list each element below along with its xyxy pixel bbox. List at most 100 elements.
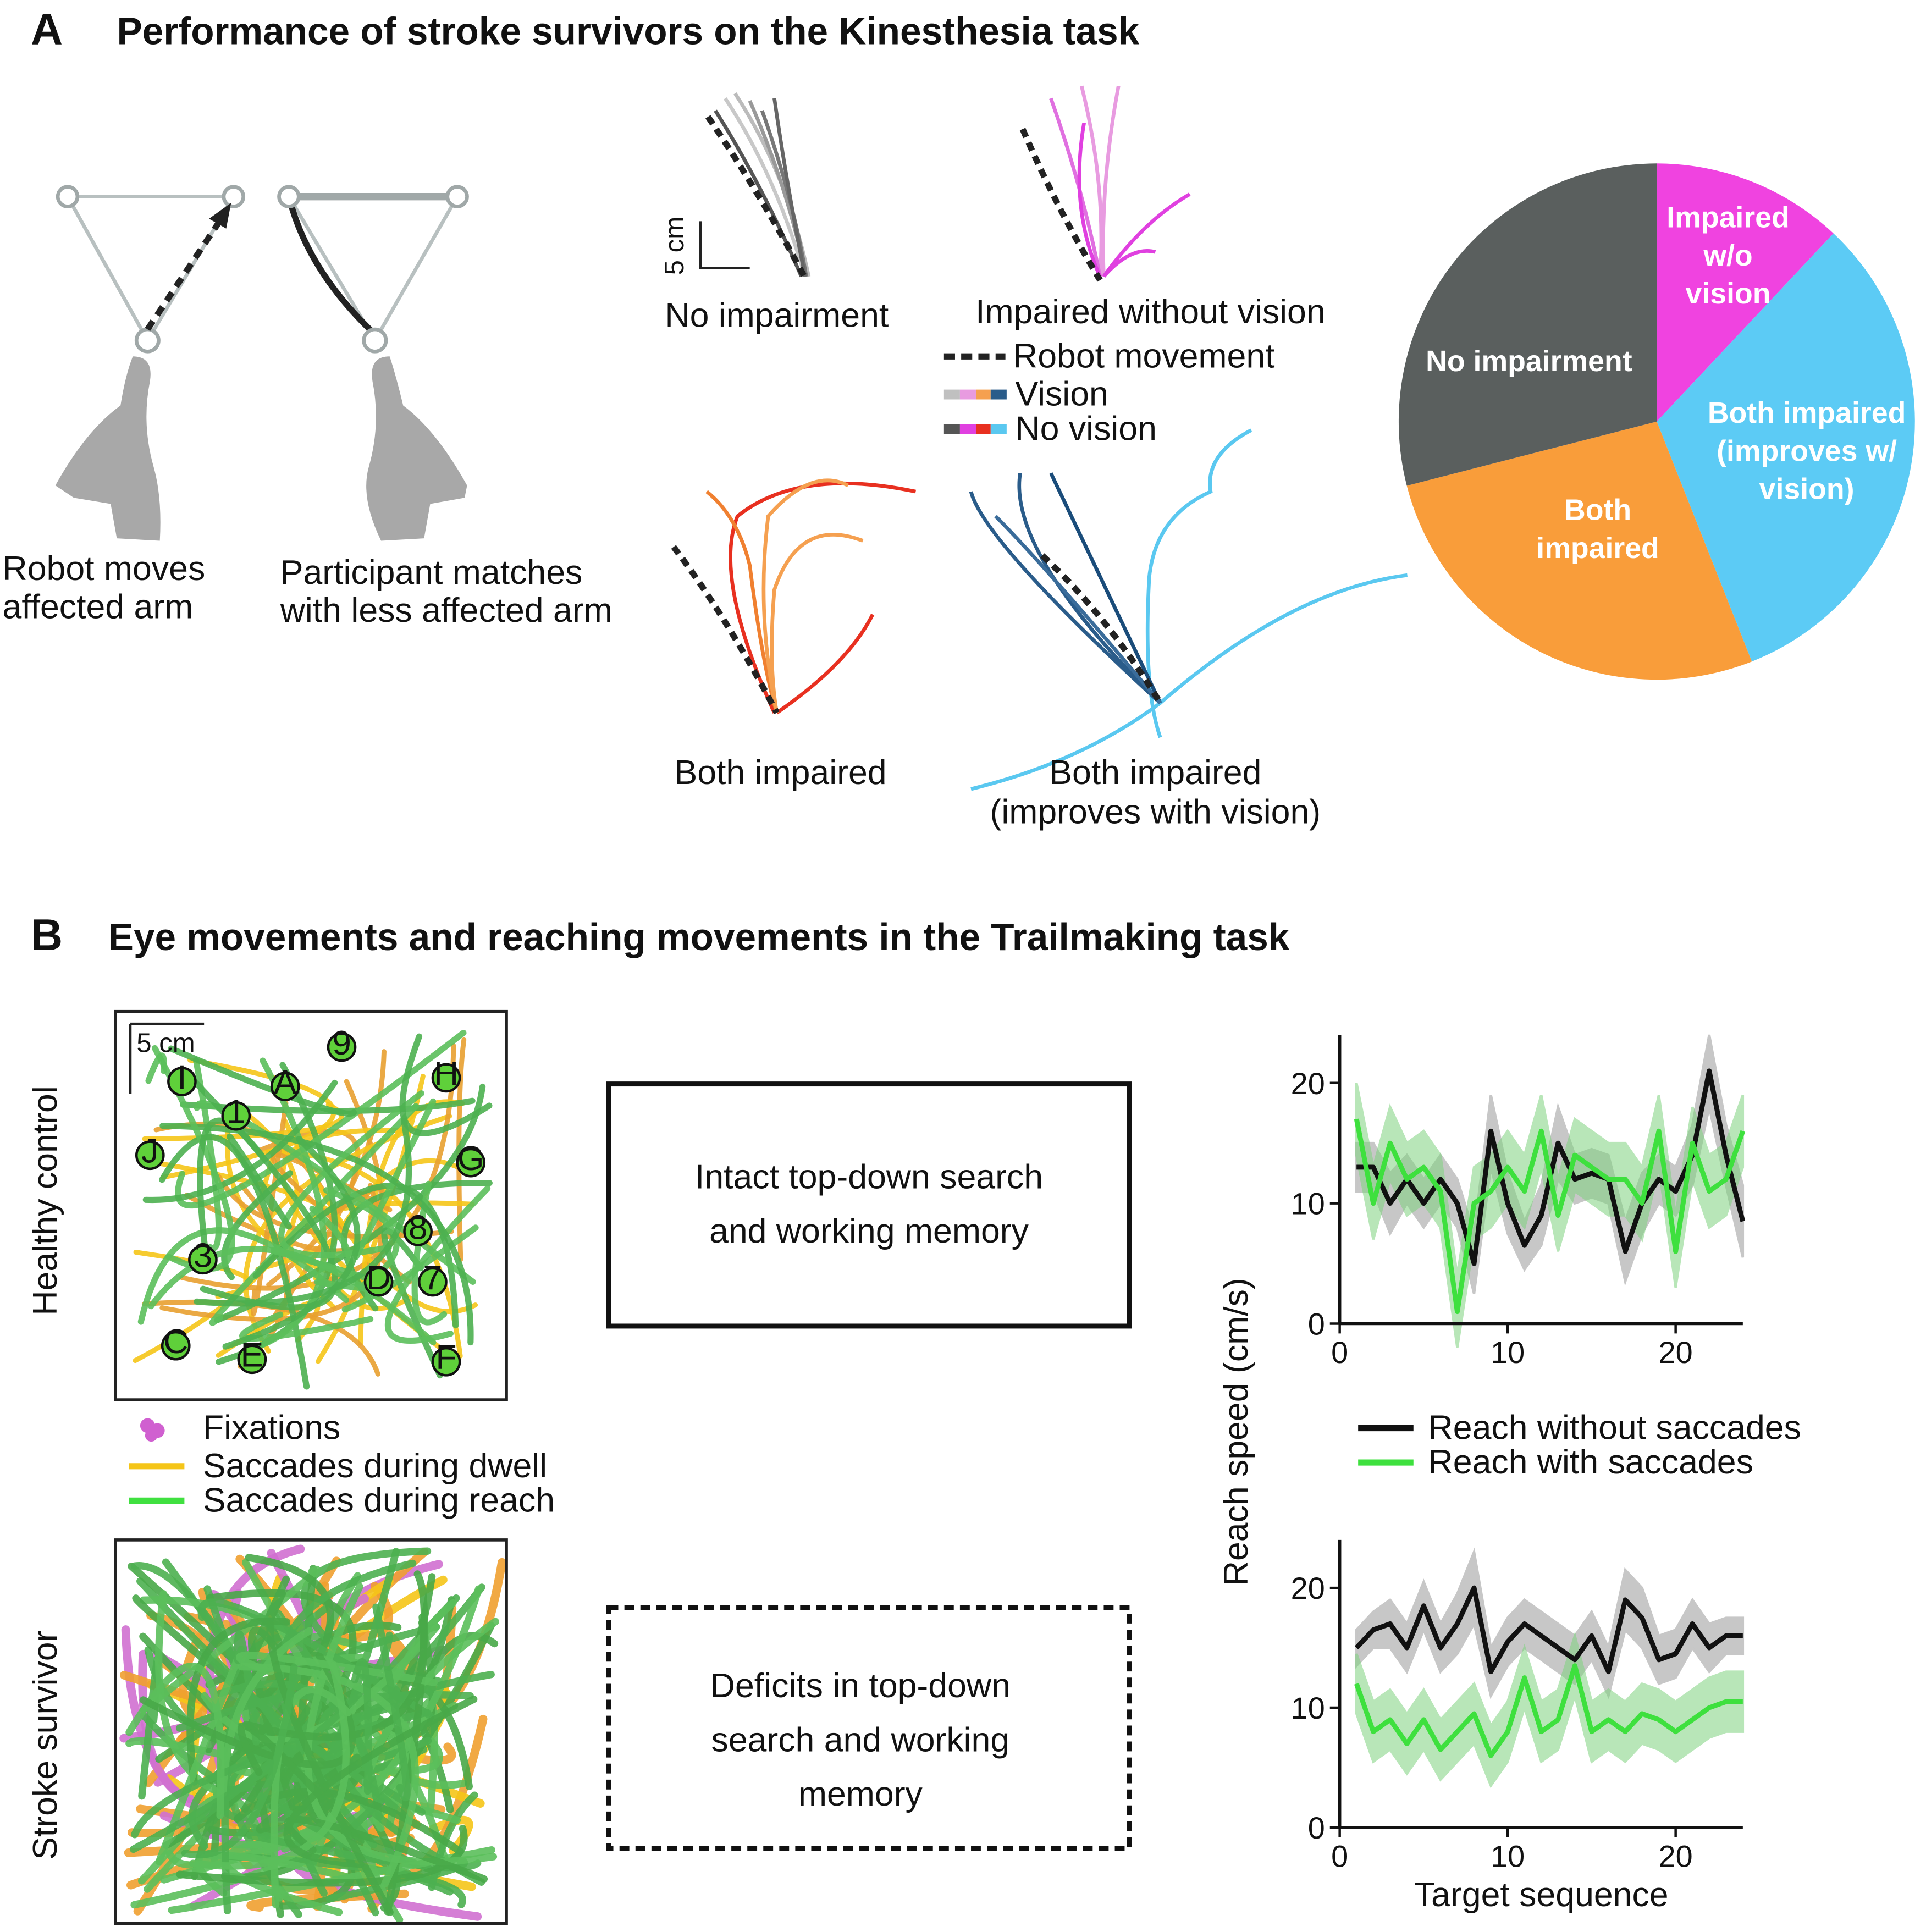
- panel-title: Eye movements and reaching movements in …: [108, 915, 1290, 958]
- trail-map: [119, 1544, 505, 1923]
- row-label: Stroke survivor: [26, 1631, 64, 1860]
- target-label: 3: [194, 1237, 213, 1275]
- trail-path: [266, 1620, 394, 1916]
- error-band: [1355, 1631, 1745, 1789]
- target-label: I: [177, 1058, 186, 1097]
- legend-label: Vision: [1016, 375, 1108, 413]
- map-legend: [129, 1418, 185, 1504]
- target-label: C: [163, 1322, 188, 1361]
- map-frame: [114, 1009, 508, 1401]
- row-label: Healthy control: [26, 1086, 64, 1315]
- x-tick-label: 10: [1491, 1335, 1525, 1370]
- error-band: [1355, 1547, 1745, 1699]
- trail-path: [209, 1103, 419, 1326]
- y-tick-label: 20: [1291, 1571, 1325, 1605]
- legend-label: Reach with saccades: [1428, 1443, 1753, 1481]
- legend-label: No vision: [1016, 409, 1157, 448]
- y-tick-label: 0: [1308, 1307, 1325, 1342]
- panel-letter: B: [31, 910, 63, 960]
- target: [221, 1101, 251, 1131]
- target: [456, 1147, 486, 1178]
- target: [431, 1063, 461, 1093]
- legend-label: Saccades during reach: [203, 1481, 555, 1520]
- trail-path: [125, 1663, 225, 1819]
- trail-path: [194, 1118, 412, 1307]
- summary-text: Intact top-down search and working memory: [695, 1158, 1043, 1250]
- caption: Participant matches with less affected ar…: [280, 553, 612, 630]
- y-tick-label: 20: [1291, 1066, 1325, 1101]
- trail-path: [284, 1815, 488, 1883]
- trail-path: [176, 1824, 468, 1887]
- series-line: [1354, 1585, 1743, 1675]
- trajectories: [671, 85, 1408, 791]
- trail-path: [148, 1246, 437, 1345]
- caption: Robot moves affected arm: [3, 549, 206, 626]
- target: [188, 1245, 218, 1275]
- trajectory-label: Impaired without vision: [975, 292, 1326, 331]
- target-label: 9: [332, 1024, 351, 1062]
- legend-label: Robot movement: [1013, 336, 1275, 375]
- pie-slice: [1398, 163, 1657, 486]
- trail-path: [192, 1057, 222, 1251]
- trajectory-label: No impairment: [665, 296, 889, 335]
- trail-path: [399, 1033, 493, 1136]
- trail-path: [137, 1227, 350, 1325]
- target-label: E: [240, 1336, 263, 1375]
- trail-path: [197, 1117, 265, 1264]
- series-line: [1354, 1663, 1743, 1758]
- trail-path: [334, 1797, 385, 1861]
- trail-path: [168, 1846, 495, 1914]
- y-tick-label: 10: [1291, 1186, 1325, 1221]
- legend-label: Saccades during dwell: [203, 1447, 547, 1485]
- trajectory-label: Both impaired: [674, 753, 886, 792]
- scale-label: 5 cm: [659, 217, 689, 275]
- pie-label: No impairment: [1426, 345, 1632, 378]
- trail-path: [381, 1227, 443, 1379]
- map-frame: [114, 1538, 508, 1925]
- target: [418, 1267, 448, 1297]
- trail-path: [242, 1613, 427, 1741]
- target-label: 1: [227, 1092, 246, 1131]
- target: [237, 1344, 267, 1375]
- x-tick-label: 20: [1659, 1839, 1693, 1874]
- trail-path: [351, 1658, 372, 1795]
- panel-title: Performance of stroke survivors on the K…: [117, 9, 1139, 52]
- summary-box: [606, 1605, 1132, 1851]
- trail-path: [159, 1122, 474, 1346]
- y-tick-label: 10: [1291, 1691, 1325, 1725]
- target: [135, 1140, 165, 1171]
- pie-slice: [1406, 421, 1752, 680]
- trail-path: [189, 1661, 350, 1870]
- trail-path: [219, 1627, 313, 1797]
- target-label: A: [274, 1063, 297, 1101]
- trail-path: [142, 1079, 338, 1204]
- pie-slice: [1657, 163, 1834, 422]
- target-label: F: [435, 1338, 456, 1377]
- target: [167, 1067, 197, 1096]
- legend-label: Reach without saccades: [1428, 1409, 1801, 1447]
- trail-path: [283, 1695, 478, 1868]
- target-label: D: [366, 1258, 391, 1297]
- pie-label: Impaired w/o vision: [1666, 201, 1790, 311]
- x-tick-label: 10: [1491, 1839, 1525, 1874]
- trajectory-legend: [943, 353, 1007, 434]
- trail-path: [372, 1603, 411, 1802]
- trail-path: [353, 1098, 437, 1260]
- panel-letter: A: [31, 4, 63, 54]
- x-tick-label: 0: [1331, 1839, 1348, 1874]
- x-axis-label: Target sequence: [1414, 1875, 1669, 1914]
- trail-path: [226, 1133, 293, 1230]
- target: [161, 1331, 191, 1361]
- trail-map: 9 H I A1 G J 8 7D C E F 3: [133, 1024, 493, 1390]
- y-axis-label: Reach speed (cm/s): [1217, 1278, 1255, 1586]
- pie-slice: [1657, 233, 1915, 662]
- target-label: G: [457, 1139, 484, 1178]
- trail-path: [222, 1135, 361, 1350]
- target-label: H: [434, 1055, 459, 1093]
- target: [431, 1346, 461, 1377]
- x-tick-label: 0: [1331, 1335, 1348, 1370]
- pie-label: Both impaired (improves w/vision): [1708, 396, 1906, 506]
- trail-path: [181, 1664, 298, 1859]
- series-line: [1354, 1118, 1746, 1315]
